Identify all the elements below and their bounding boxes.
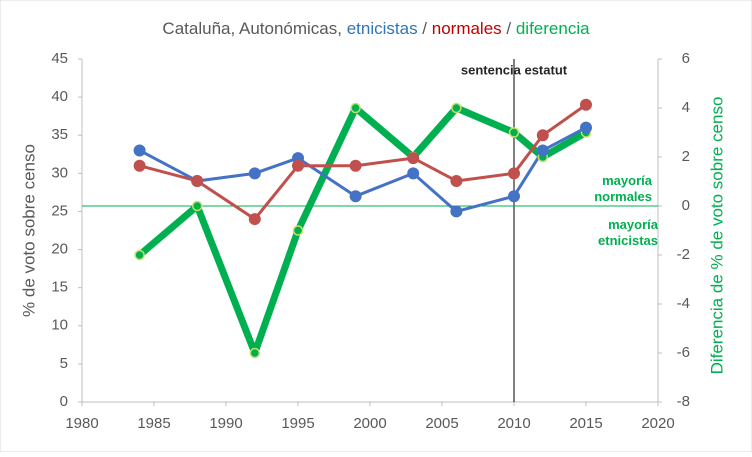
y-tick-label: 15 [51, 279, 68, 296]
x-tick-label: 1995 [281, 415, 314, 432]
x-tick-label: 1990 [209, 415, 242, 432]
data-point [249, 347, 261, 359]
y2-tick-label: -2 [677, 246, 690, 263]
x-tick-label: 1985 [137, 415, 170, 432]
y2-tick-label: -4 [677, 295, 690, 312]
data-point [450, 205, 463, 218]
data-point [133, 144, 146, 157]
y2-tick-label: 6 [682, 50, 690, 67]
data-point [349, 190, 362, 203]
series-line [137, 104, 588, 357]
y2-tick-label: -8 [677, 393, 690, 410]
data-point [248, 167, 261, 180]
data-point [191, 200, 203, 212]
data-point [134, 249, 145, 261]
y-tick-label: 30 [51, 164, 68, 181]
y-axis-label: % de voto sobre censo [19, 144, 38, 317]
data-point [508, 190, 520, 203]
y-tick-label: 25 [51, 202, 68, 219]
series-line [139, 103, 587, 221]
annotation: sentencia estatut [461, 62, 568, 77]
data-point [407, 152, 420, 165]
data-point [536, 129, 549, 142]
y-tick-label: 0 [60, 393, 68, 410]
data-point [450, 174, 463, 187]
data-point [451, 102, 462, 114]
y2-tick-label: 4 [682, 99, 690, 116]
y-tick-label: 5 [60, 355, 68, 372]
data-point [248, 213, 261, 226]
x-tick-label: 1980 [65, 415, 98, 432]
x-tick-label: 2000 [353, 415, 386, 432]
x-tick-label: 2015 [569, 415, 602, 432]
title-part: / [502, 19, 516, 38]
data-point [407, 167, 420, 180]
data-point [292, 225, 304, 236]
data-point [350, 102, 361, 114]
y-tick-label: 20 [51, 241, 68, 258]
y-tick-label: 35 [51, 126, 68, 143]
annotation: mayoría etnicistas [598, 217, 659, 248]
data-point [508, 167, 520, 180]
data-point [536, 144, 549, 157]
annotation: mayoría normales [594, 173, 653, 204]
title-part: etnicistas [347, 19, 418, 38]
x-tick-label: 2010 [497, 415, 530, 432]
y-tick-label: 45 [51, 50, 68, 67]
title-part: Cataluña, Autonómicas, [162, 19, 346, 38]
y-tick-label: 10 [51, 317, 68, 334]
data-point [349, 159, 362, 172]
y2-tick-label: -6 [677, 344, 690, 361]
data-point [133, 159, 146, 172]
y2-axis-label: Diferencia de % de voto sobre censo [707, 97, 726, 375]
data-point [508, 127, 520, 138]
data-point [580, 121, 592, 134]
title-part: diferencia [516, 19, 590, 38]
title-part: normales [432, 19, 502, 38]
data-point [292, 159, 304, 172]
y2-tick-label: 0 [682, 197, 690, 214]
data-point [191, 174, 204, 187]
chart-title: Cataluña, Autonómicas, etnicistas / norm… [162, 19, 590, 38]
data-point [580, 98, 592, 111]
series-line [138, 126, 587, 213]
x-tick-label: 2005 [425, 415, 458, 432]
y2-tick-label: 2 [682, 148, 690, 165]
title-part: / [418, 19, 432, 38]
x-tick-label: 2020 [641, 415, 674, 432]
y-tick-label: 40 [51, 88, 68, 105]
